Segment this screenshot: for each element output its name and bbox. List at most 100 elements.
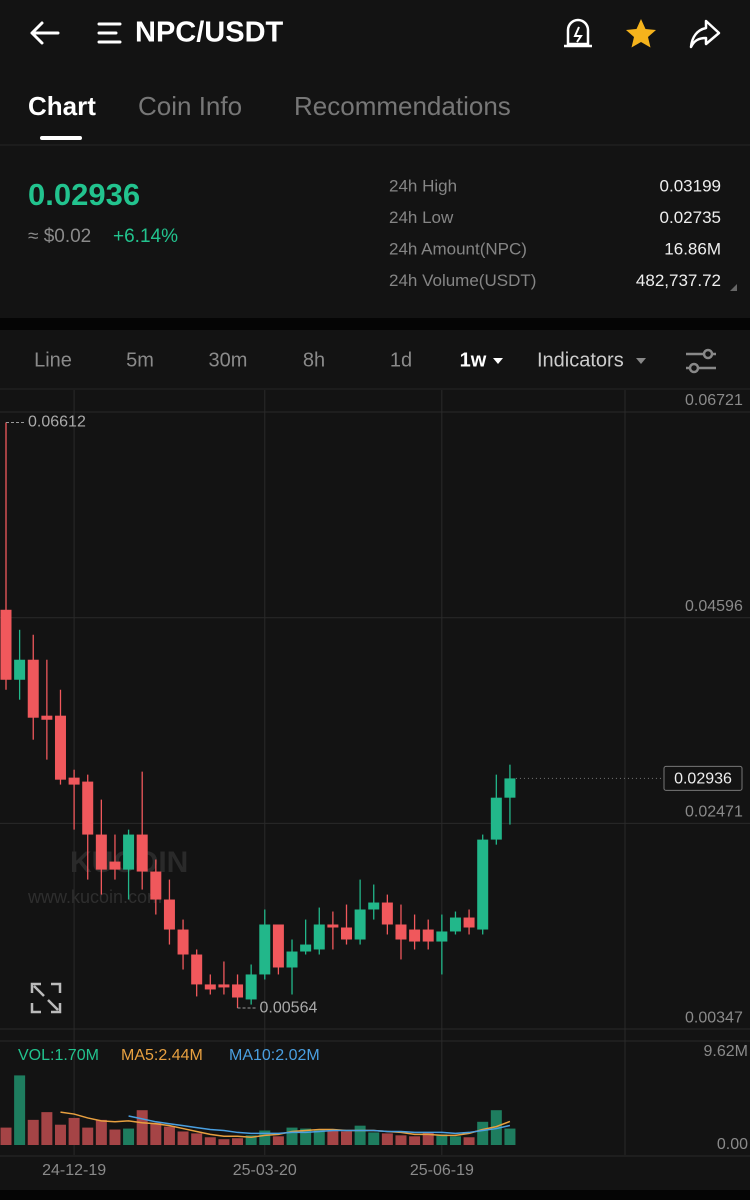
share-icon [689, 19, 721, 49]
interval-option[interactable]: 1d [390, 349, 412, 371]
volume-bar [436, 1134, 448, 1145]
candle-body [27, 659, 39, 718]
volume-bar [82, 1127, 94, 1145]
x-tick-label: 25-06-19 [410, 1162, 474, 1179]
candle-body [490, 797, 502, 840]
volume-bar [245, 1135, 257, 1145]
alert-icon [564, 18, 592, 48]
ma-legend: MA5:2.44M [121, 1047, 203, 1064]
y-tick-label: 0.00347 [685, 1009, 743, 1026]
candle-body [259, 924, 271, 975]
interval-option[interactable]: 30m [209, 349, 248, 371]
candle-body [245, 974, 257, 1000]
volume-bar [150, 1122, 162, 1145]
candle-body [109, 861, 121, 870]
volume-bar [490, 1110, 502, 1145]
stat-value: 0.03199 [660, 176, 721, 195]
interval-option[interactable]: 5m [126, 349, 154, 371]
share-button[interactable] [689, 19, 721, 49]
candle-body [381, 902, 393, 925]
volume-bar [177, 1131, 189, 1145]
volume-bar [300, 1128, 312, 1145]
candle-body [177, 929, 189, 955]
section-divider [0, 318, 750, 330]
candle-body [300, 944, 312, 952]
bottom-bar [0, 1190, 750, 1200]
interval-option[interactable]: 1w [460, 349, 487, 371]
indicators-caret [636, 358, 646, 364]
volume-bar [191, 1133, 203, 1145]
volume-bar [463, 1137, 475, 1145]
back-button[interactable] [30, 21, 60, 45]
candle-body [436, 931, 448, 942]
price-change: +6.14% [113, 226, 178, 247]
interval-caret [493, 358, 503, 364]
x-tick-label: 24-12-19 [42, 1162, 106, 1179]
candle-body [68, 777, 80, 785]
candle-body [54, 715, 66, 780]
volume-bar [477, 1121, 489, 1145]
interval-option[interactable]: 8h [303, 349, 325, 371]
candle-body [14, 659, 26, 680]
last-price: 0.02936 [28, 177, 140, 212]
expand-button[interactable] [30, 982, 62, 1014]
candle-body [136, 834, 148, 872]
settings-knob [702, 348, 714, 360]
tab-coin-info[interactable]: Coin Info [138, 91, 242, 121]
candle-body [0, 609, 12, 680]
candle-body [422, 929, 434, 942]
tab-chart[interactable]: Chart [28, 91, 96, 121]
tab-recommendations[interactable]: Recommendations [294, 91, 511, 121]
candle-body [341, 927, 352, 940]
stat-value: 482,737.72 [636, 271, 721, 290]
volume-bar [341, 1131, 352, 1145]
y-tick-label: 0.02471 [685, 804, 743, 821]
candle-body [477, 839, 489, 930]
volume-bar [123, 1128, 135, 1145]
volume-bar [163, 1126, 175, 1145]
pair-title: NPC/USDT [135, 17, 284, 49]
volume-bar [354, 1125, 366, 1145]
stat-label: 24h Amount(NPC) [389, 239, 527, 258]
volume-bar [232, 1138, 244, 1145]
volume-bar [95, 1119, 107, 1145]
volume-bar [218, 1139, 230, 1145]
volume-bar [286, 1127, 298, 1145]
volume-tick-label: 0.00 [717, 1136, 748, 1153]
volume-legend: VOL:1.70M [18, 1047, 99, 1064]
candle-body [368, 902, 380, 910]
ma-line [128, 1115, 511, 1135]
candle-body [327, 924, 339, 928]
settings-knob [688, 362, 700, 374]
stat-label: 24h Volume(USDT) [389, 271, 536, 290]
volume-bar [109, 1129, 121, 1145]
menu-icon [97, 22, 122, 44]
chart-settings[interactable] [686, 348, 716, 374]
candle-body [449, 917, 461, 932]
volume-bar [68, 1117, 80, 1145]
candle-body [41, 715, 53, 720]
interval-option[interactable]: Line [34, 349, 72, 371]
low-label: 0.00564 [260, 999, 318, 1016]
candle-body [286, 951, 298, 968]
indicators-button[interactable]: Indicators [537, 349, 624, 371]
last-price-label: 0.02936 [674, 771, 732, 788]
stat-value: 16.86M [664, 239, 721, 258]
favorite-star[interactable] [626, 19, 656, 48]
stat-label: 24h High [389, 176, 457, 195]
volume-bar [27, 1119, 39, 1145]
candle-body [272, 924, 284, 968]
candle-body [395, 924, 407, 940]
candle-body [313, 924, 325, 950]
volume-tick-label: 9.62M [704, 1043, 748, 1060]
volume-bar [259, 1130, 271, 1145]
alert-button[interactable] [564, 18, 592, 48]
volume-bar [504, 1128, 516, 1145]
tab-underline [40, 136, 82, 140]
candle-body [232, 984, 244, 998]
menu-button[interactable] [97, 22, 122, 44]
candle-body [463, 917, 475, 928]
volume-bar [54, 1124, 66, 1145]
candle-body [82, 781, 94, 835]
